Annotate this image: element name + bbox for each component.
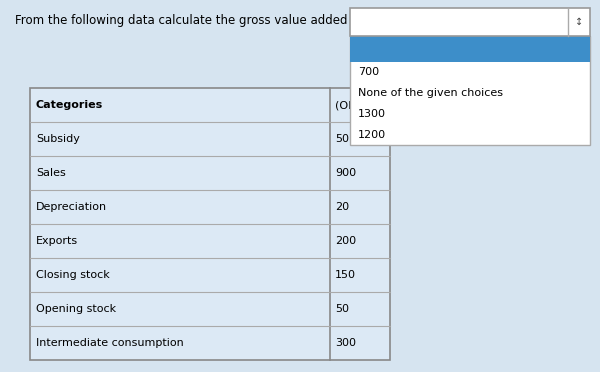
Text: 50: 50	[335, 304, 349, 314]
Text: Sales: Sales	[36, 168, 66, 178]
Text: 700: 700	[358, 67, 379, 77]
Text: 150: 150	[335, 270, 356, 280]
Text: 1200: 1200	[358, 129, 386, 140]
Text: 300: 300	[335, 338, 356, 348]
Text: ↕: ↕	[575, 17, 583, 27]
Text: Closing stock: Closing stock	[36, 270, 110, 280]
FancyBboxPatch shape	[350, 8, 590, 36]
Text: Intermediate consumption: Intermediate consumption	[36, 338, 184, 348]
Text: Exports: Exports	[36, 236, 78, 246]
Text: Subsidy: Subsidy	[36, 134, 80, 144]
Text: (ON: (ON	[335, 100, 356, 110]
Text: From the following data calculate the gross value added at market price.: From the following data calculate the gr…	[15, 14, 446, 27]
FancyBboxPatch shape	[30, 88, 390, 360]
Text: 50: 50	[335, 134, 349, 144]
Text: 200: 200	[335, 236, 356, 246]
Text: None of the given choices: None of the given choices	[358, 88, 503, 98]
Text: Depreciation: Depreciation	[36, 202, 107, 212]
Text: Categories: Categories	[36, 100, 103, 110]
Text: 900: 900	[335, 168, 356, 178]
Bar	[350, 36, 590, 62]
FancyBboxPatch shape	[350, 36, 590, 145]
Text: 20: 20	[335, 202, 349, 212]
Text: 1300: 1300	[358, 109, 386, 119]
Text: Opening stock: Opening stock	[36, 304, 116, 314]
